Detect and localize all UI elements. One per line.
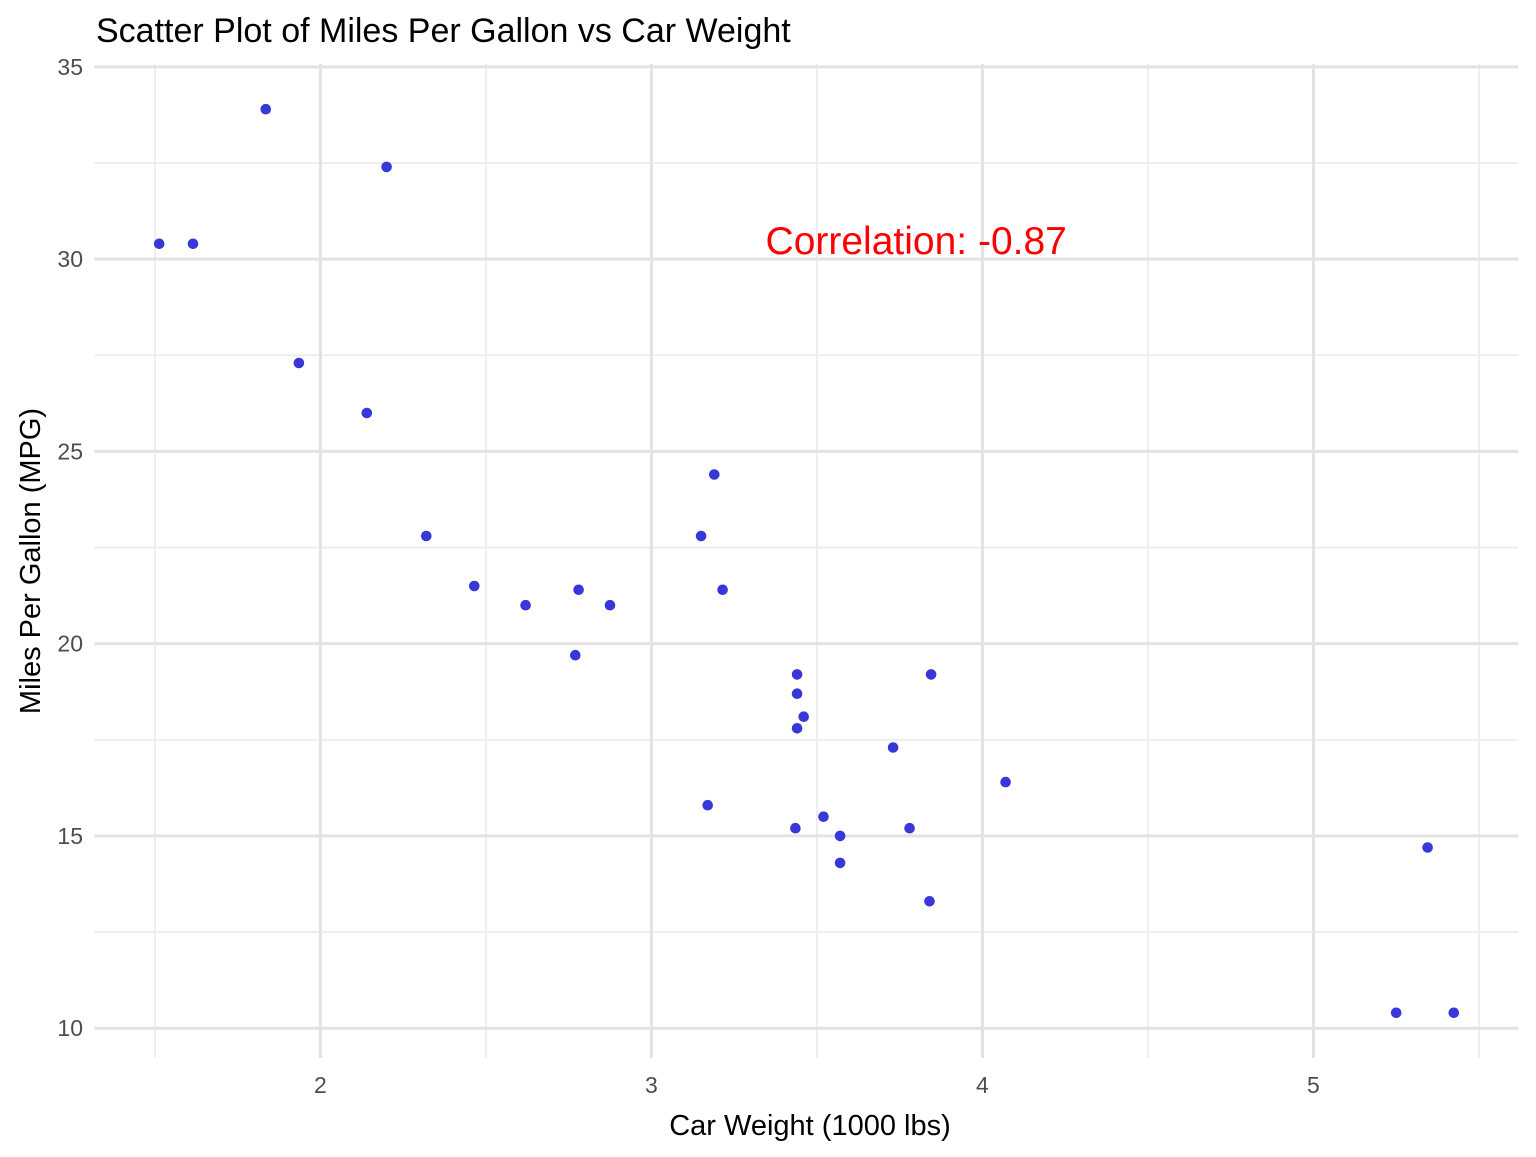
data-point bbox=[361, 407, 373, 419]
data-point bbox=[604, 599, 616, 611]
y-tick-label: 10 bbox=[57, 1015, 83, 1041]
data-point bbox=[570, 649, 581, 661]
y-tick-label: 20 bbox=[57, 631, 83, 657]
chart-title: Scatter Plot of Miles Per Gallon vs Car … bbox=[96, 12, 791, 50]
y-axis-tick-labels: 10 15 20 25 30 35 bbox=[57, 54, 83, 1041]
data-point bbox=[790, 822, 801, 834]
data-point bbox=[702, 799, 713, 811]
y-tick-label: 15 bbox=[57, 823, 83, 849]
data-point bbox=[834, 830, 846, 842]
data-point bbox=[469, 580, 480, 592]
y-tick-label: 25 bbox=[57, 438, 83, 464]
y-tick-label: 35 bbox=[57, 54, 83, 80]
data-point bbox=[381, 161, 392, 173]
data-point bbox=[695, 530, 707, 542]
data-point bbox=[1422, 842, 1433, 853]
data-point bbox=[791, 723, 803, 734]
data-point bbox=[520, 599, 531, 611]
data-point bbox=[717, 584, 728, 596]
data-point bbox=[791, 669, 803, 680]
y-axis-label: Miles Per Gallon (MPG) bbox=[15, 408, 47, 714]
data-point bbox=[798, 711, 809, 722]
data-points bbox=[153, 103, 1460, 1019]
data-point bbox=[187, 238, 199, 250]
data-point bbox=[1448, 1007, 1460, 1019]
x-tick-label: 2 bbox=[314, 1072, 327, 1098]
data-point bbox=[709, 469, 720, 480]
data-point bbox=[925, 669, 937, 680]
data-point bbox=[834, 857, 846, 869]
x-axis-tick-labels: 2 3 4 5 bbox=[314, 1072, 1320, 1098]
data-point bbox=[924, 896, 935, 907]
data-point bbox=[791, 688, 803, 699]
data-point bbox=[904, 822, 915, 834]
data-point bbox=[1000, 776, 1011, 788]
data-point bbox=[260, 103, 272, 115]
minor-gridlines bbox=[94, 64, 1519, 1058]
data-point bbox=[887, 742, 899, 753]
data-point bbox=[153, 238, 165, 250]
data-point bbox=[421, 530, 432, 542]
data-point bbox=[818, 811, 829, 822]
major-gridlines bbox=[94, 64, 1519, 1058]
data-point bbox=[1390, 1007, 1402, 1019]
correlation-annotation: Correlation: -0.87 bbox=[766, 220, 1067, 263]
data-point bbox=[293, 357, 305, 369]
x-tick-label: 5 bbox=[1307, 1072, 1320, 1098]
data-point bbox=[573, 584, 584, 596]
y-tick-label: 30 bbox=[57, 246, 83, 272]
x-tick-label: 3 bbox=[645, 1072, 658, 1098]
x-axis-label: Car Weight (1000 lbs) bbox=[669, 1110, 951, 1142]
x-tick-label: 4 bbox=[976, 1072, 989, 1098]
